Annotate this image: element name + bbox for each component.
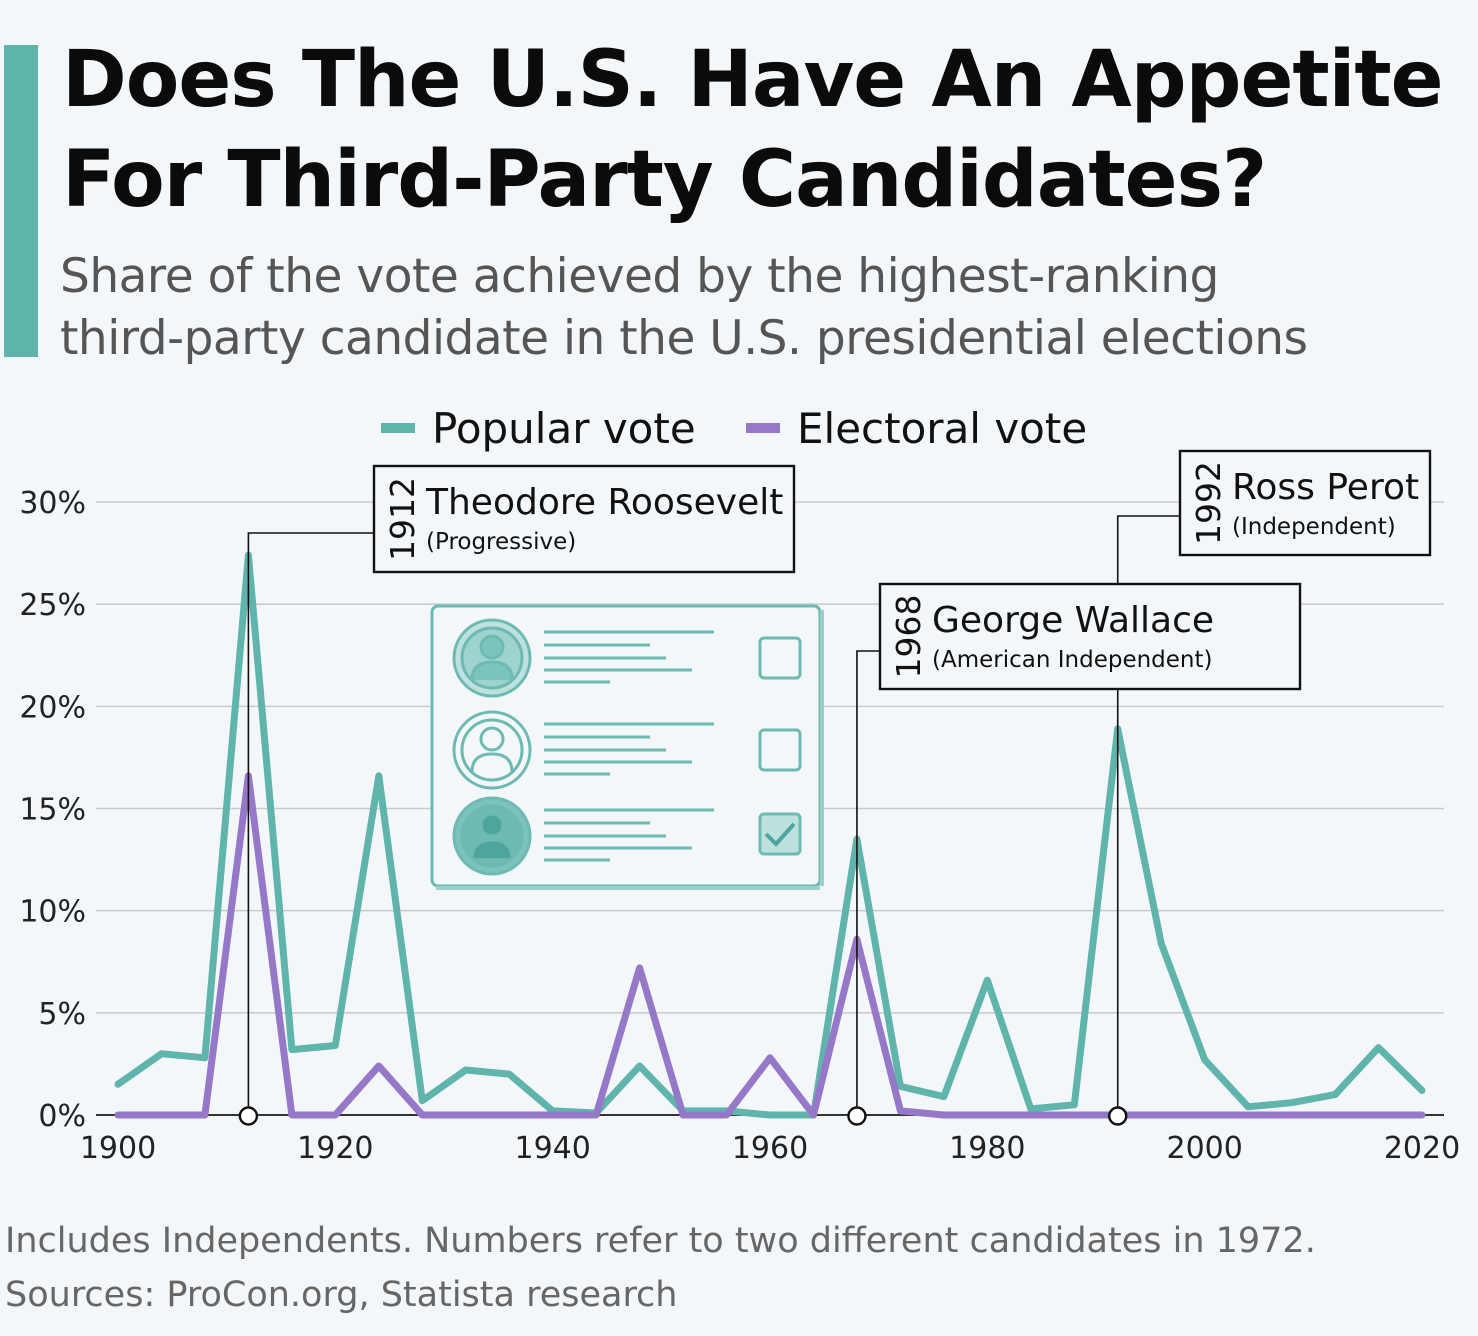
annotation-party-1968: (American Independent) — [932, 647, 1213, 673]
footnote: Includes Independents. Numbers refer to … — [5, 1214, 1316, 1322]
annotation-year-1912: 1912 — [383, 477, 422, 561]
x-tick-label: 1960 — [732, 1131, 808, 1166]
chart-subtitle-line-1: Share of the vote achieved by the highes… — [60, 249, 1219, 304]
annotation-name-1912: Theodore Roosevelt — [425, 482, 783, 523]
x-tick-label: 2000 — [1166, 1131, 1242, 1166]
y-tick-label: 5% — [38, 997, 86, 1032]
footnote-sources: Sources: ProCon.org, Statista research — [5, 1275, 678, 1315]
annotation-year-1968: 1968 — [889, 595, 928, 679]
footnote-note: Includes Independents. Numbers refer to … — [5, 1221, 1316, 1261]
x-axis-ticks: 1900 1920 1940 1960 1980 2000 2020 — [80, 1131, 1460, 1166]
annotations: 1912 Theodore Roosevelt (Progressive) 1968 G… — [238, 449, 1432, 1126]
checkbox-empty-icon — [758, 636, 802, 680]
candidate-avatar-icon — [452, 796, 532, 876]
chart-subtitle-line-2: third-party candidate in the U.S. presid… — [60, 311, 1308, 366]
candidate-avatar-icon — [452, 618, 532, 698]
y-axis-ticks: 0% 5% 10% 15% 20% 25% 30% — [19, 486, 86, 1134]
chart-title-line-2: For Third-Party Candidates? — [62, 135, 1267, 225]
legend-label-electoral: Electoral vote — [797, 404, 1087, 453]
legend: Popular vote Electoral vote — [381, 404, 1087, 453]
y-tick-label: 10% — [19, 895, 86, 930]
annotation-marker-1912 — [238, 1106, 259, 1126]
series-line-popular — [114, 551, 1426, 1119]
legend-swatch-popular — [381, 423, 415, 433]
title-accent-bar — [4, 45, 38, 357]
annotation-box-1912 — [372, 464, 796, 574]
x-tick-label: 1920 — [297, 1131, 373, 1166]
chart-title-line-1: Does The U.S. Have An Appetite — [62, 35, 1444, 125]
y-tick-label: 30% — [19, 486, 86, 521]
checkbox-empty-icon — [758, 728, 802, 772]
checkbox-checked-icon — [758, 812, 802, 856]
x-tick-label: 2020 — [1384, 1131, 1460, 1166]
annotation-leaders — [247, 515, 1180, 1115]
chart-subtitle: Share of the vote achieved by the highes… — [60, 246, 1308, 370]
series-lines — [114, 551, 1426, 1119]
y-tick-label: 25% — [19, 588, 86, 623]
annotation-leader-1912 — [247, 532, 374, 1115]
annotation-marker-1968 — [847, 1106, 867, 1126]
annotation-box-1992 — [1178, 449, 1432, 557]
legend-label-popular: Popular vote — [432, 404, 696, 453]
annotation-box-1968 — [878, 582, 1302, 691]
y-tick-label: 20% — [19, 690, 86, 725]
y-tick-label: 0% — [38, 1099, 86, 1134]
legend-swatch-electoral — [746, 423, 780, 433]
annotation-marker-1992 — [1108, 1106, 1128, 1126]
annotation-year-1992: 1992 — [1189, 461, 1228, 545]
x-tick-label: 1980 — [949, 1131, 1025, 1166]
candidate-avatar-icon — [452, 710, 532, 790]
annotation-leader-1992 — [1116, 515, 1180, 1115]
series-line-electoral — [114, 772, 1426, 1119]
annotation-name-1968: George Wallace — [932, 600, 1214, 641]
annotation-party-1912: (Progressive) — [426, 529, 576, 555]
x-tick-label: 1900 — [80, 1131, 156, 1166]
ballot-illustration — [430, 604, 824, 890]
y-tick-label: 15% — [19, 793, 86, 828]
x-tick-label: 1940 — [514, 1131, 590, 1166]
chart-title: Does The U.S. Have An Appetite For Third… — [62, 30, 1444, 230]
annotation-party-1992: (Independent) — [1232, 514, 1396, 540]
annotation-leader-1968 — [856, 650, 880, 1115]
annotation-name-1992: Ross Perot — [1232, 467, 1419, 508]
